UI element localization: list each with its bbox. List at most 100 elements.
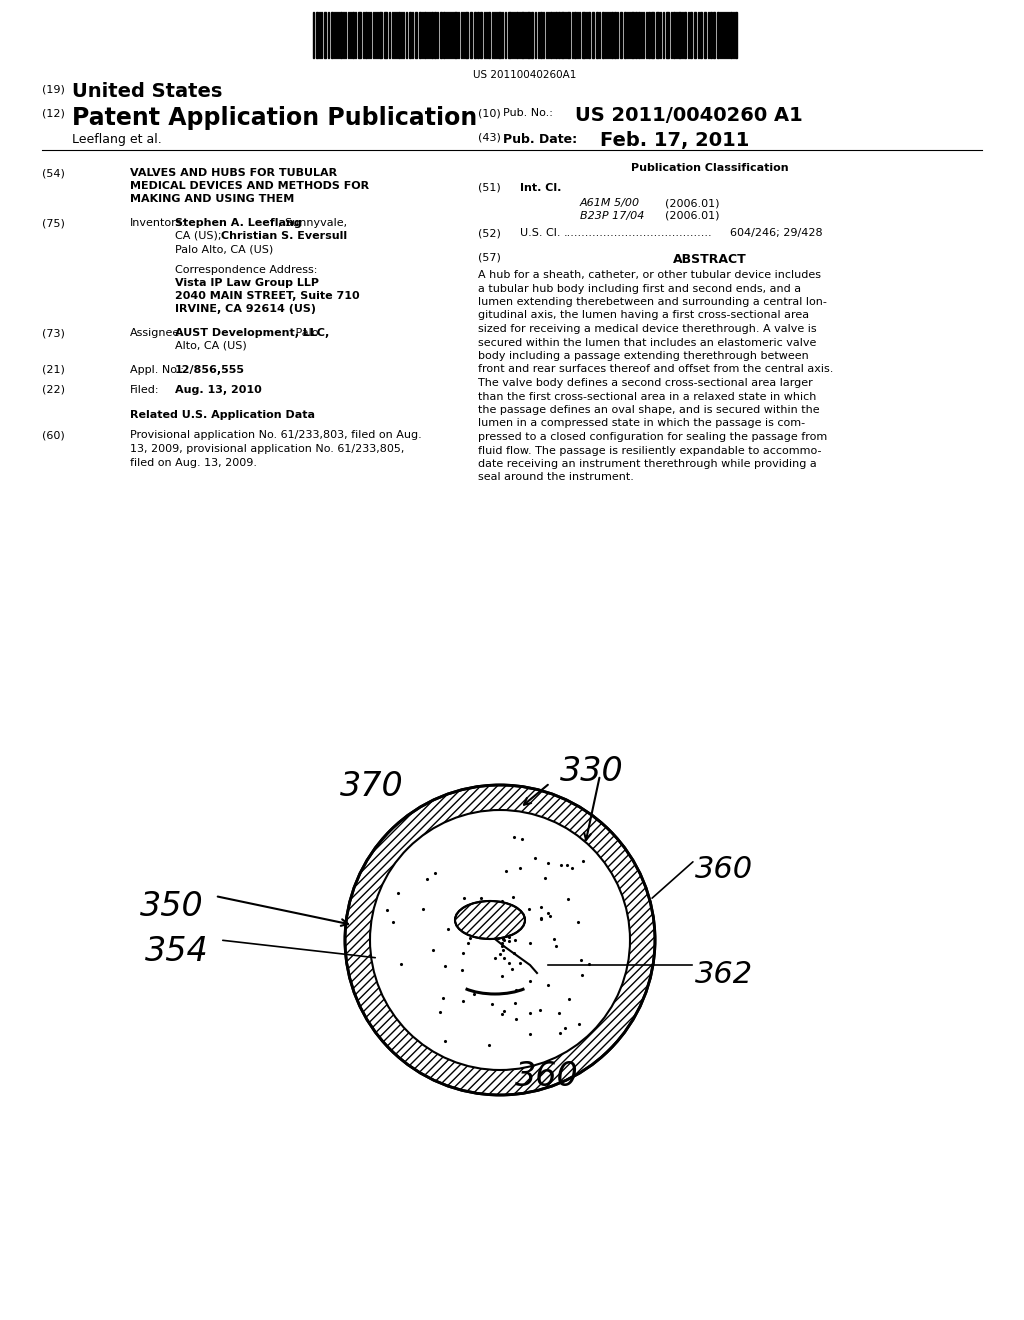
Text: (52): (52) — [478, 228, 501, 238]
Bar — [498, 12, 501, 58]
Bar — [678, 12, 681, 58]
Text: 370: 370 — [340, 770, 403, 803]
Bar — [443, 12, 445, 58]
Text: Aug. 13, 2010: Aug. 13, 2010 — [175, 385, 262, 395]
Text: Filed:: Filed: — [130, 385, 160, 395]
Text: Related U.S. Application Data: Related U.S. Application Data — [130, 411, 315, 420]
Text: (19): (19) — [42, 84, 65, 95]
Text: the passage defines an oval shape, and is secured within the: the passage defines an oval shape, and i… — [478, 405, 819, 414]
Bar — [398, 12, 400, 58]
Bar — [477, 12, 479, 58]
Bar — [638, 12, 640, 58]
Text: Palo: Palo — [292, 327, 318, 338]
Text: sized for receiving a medical device therethrough. A valve is: sized for receiving a medical device the… — [478, 323, 816, 334]
Text: Assignee:: Assignee: — [130, 327, 184, 338]
Text: (2006.01): (2006.01) — [665, 211, 720, 220]
Bar — [592, 12, 594, 58]
Text: fluid flow. The passage is resiliently expandable to accommo-: fluid flow. The passage is resiliently e… — [478, 446, 821, 455]
Bar — [470, 12, 472, 58]
Bar — [454, 12, 457, 58]
Text: (21): (21) — [42, 366, 65, 375]
Text: Patent Application Publication: Patent Application Publication — [72, 106, 477, 129]
Bar — [567, 12, 570, 58]
Text: Pub. No.:: Pub. No.: — [503, 108, 553, 117]
Text: A61M 5/00: A61M 5/00 — [580, 198, 640, 209]
Bar — [614, 12, 616, 58]
Bar — [588, 12, 590, 58]
Text: Leeflang et al.: Leeflang et al. — [72, 133, 162, 147]
Text: Vista IP Law Group LLP: Vista IP Law Group LLP — [175, 279, 319, 288]
Bar — [558, 12, 560, 58]
Bar — [331, 12, 333, 58]
Text: 362: 362 — [695, 960, 753, 989]
Text: Appl. No.:: Appl. No.: — [130, 366, 184, 375]
Bar — [730, 12, 732, 58]
Text: .........................................: ........................................… — [564, 228, 713, 238]
Text: gitudinal axis, the lumen having a first cross-sectional area: gitudinal axis, the lumen having a first… — [478, 310, 809, 321]
Bar — [431, 12, 433, 58]
Bar — [516, 12, 518, 58]
Text: Palo Alto, CA (US): Palo Alto, CA (US) — [175, 244, 273, 253]
Bar — [684, 12, 686, 58]
Bar — [705, 12, 706, 58]
Text: Int. Cl.: Int. Cl. — [520, 183, 561, 193]
Bar — [365, 12, 367, 58]
Bar — [527, 12, 530, 58]
Bar — [631, 12, 634, 58]
Bar — [596, 12, 598, 58]
Bar — [713, 12, 715, 58]
Bar — [561, 12, 564, 58]
Ellipse shape — [455, 902, 525, 939]
Text: AUST Development, LLC,: AUST Development, LLC, — [175, 327, 330, 338]
Text: B23P 17/04: B23P 17/04 — [580, 211, 644, 220]
Text: 360: 360 — [695, 855, 753, 884]
Bar — [550, 12, 552, 58]
Text: United States: United States — [72, 82, 222, 102]
Text: (2006.01): (2006.01) — [665, 198, 720, 209]
Text: U.S. Cl.: U.S. Cl. — [520, 228, 564, 238]
Text: (60): (60) — [42, 430, 65, 440]
Bar — [717, 12, 719, 58]
Bar — [648, 12, 650, 58]
Bar — [611, 12, 613, 58]
Bar — [656, 12, 659, 58]
Text: MEDICAL DEVICES AND METHODS FOR: MEDICAL DEVICES AND METHODS FOR — [130, 181, 369, 191]
Text: US 2011/0040260 A1: US 2011/0040260 A1 — [575, 106, 803, 125]
Text: (51): (51) — [478, 183, 501, 193]
Text: (54): (54) — [42, 168, 65, 178]
Text: 604/246; 29/428: 604/246; 29/428 — [730, 228, 822, 238]
Text: Stephen A. Leeflang: Stephen A. Leeflang — [175, 218, 302, 228]
Text: seal around the instrument.: seal around the instrument. — [478, 473, 634, 483]
Bar — [434, 12, 436, 58]
Bar — [465, 12, 468, 58]
Text: VALVES AND HUBS FOR TUBULAR: VALVES AND HUBS FOR TUBULAR — [130, 168, 337, 178]
Bar — [710, 12, 712, 58]
Ellipse shape — [345, 785, 655, 1096]
Bar — [440, 12, 442, 58]
Text: 350: 350 — [140, 890, 204, 923]
Bar — [574, 12, 575, 58]
Text: (73): (73) — [42, 327, 65, 338]
Bar — [582, 12, 585, 58]
Bar — [666, 12, 669, 58]
Text: IRVINE, CA 92614 (US): IRVINE, CA 92614 (US) — [175, 304, 316, 314]
Bar — [379, 12, 382, 58]
Text: , Sunnyvale,: , Sunnyvale, — [278, 218, 347, 228]
Bar — [602, 12, 604, 58]
Text: Pub. Date:: Pub. Date: — [503, 133, 578, 147]
Text: US 20110040260A1: US 20110040260A1 — [473, 70, 577, 81]
Bar — [635, 12, 637, 58]
Text: body including a passage extending therethrough between: body including a passage extending there… — [478, 351, 809, 360]
Text: Feb. 17, 2011: Feb. 17, 2011 — [600, 131, 750, 150]
Bar — [324, 12, 326, 58]
Text: (43): (43) — [478, 133, 501, 143]
Text: date receiving an instrument therethrough while providing a: date receiving an instrument therethroug… — [478, 459, 817, 469]
Bar — [409, 12, 411, 58]
Bar — [620, 12, 622, 58]
Text: pressed to a closed configuration for sealing the passage from: pressed to a closed configuration for se… — [478, 432, 827, 442]
Text: a tubular hub body including first and second ends, and a: a tubular hub body including first and s… — [478, 284, 801, 293]
Bar — [735, 12, 737, 58]
Bar — [531, 12, 534, 58]
Bar — [480, 12, 482, 58]
Text: Publication Classification: Publication Classification — [631, 162, 788, 173]
